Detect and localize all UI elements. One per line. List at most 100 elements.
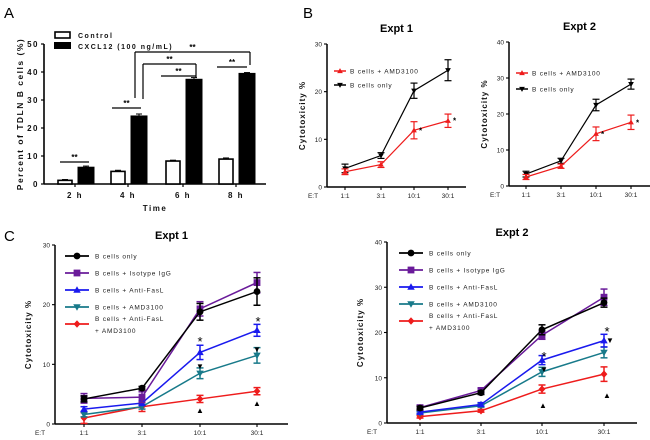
legend-marker (73, 304, 81, 311)
data-point (558, 163, 564, 169)
data-point (523, 174, 529, 180)
data-point (538, 356, 546, 363)
chart-title: Expt 2 (563, 21, 596, 33)
x-tick-label: 3:1 (376, 193, 385, 200)
x-tick-label: 6 h (175, 191, 191, 200)
x-tick-label: 1:1 (415, 429, 424, 436)
x-axis-label: Time (143, 204, 168, 213)
y-tick-label: 30 (27, 96, 39, 105)
y-tick-label: 10 (27, 152, 39, 161)
legend-marker (519, 70, 525, 76)
bar-cxcl12 (238, 72, 256, 185)
legend-label: + AMD3100 (95, 328, 136, 335)
legend-swatch-control (54, 31, 71, 39)
significance-star: * (636, 118, 640, 127)
x-axis-label: E:T (35, 430, 45, 437)
y-tick-label: 50 (27, 40, 39, 49)
chart-title: Expt 1 (380, 23, 413, 35)
data-point (538, 369, 546, 376)
panel-b-expt1-chart: Expt 1 0 10 20 30 Cytotoxicity % E:T 1:1 3:1 10:1… (298, 23, 466, 200)
legend-marker (73, 320, 81, 328)
y-tick-label: 20 (315, 89, 323, 96)
legend-label-cxcl12: CXCL12 (100 ng/mL) (78, 44, 173, 51)
data-point (593, 102, 599, 108)
legend-marker (73, 252, 81, 260)
legend-label: B cells + AMD3100 (532, 71, 601, 78)
y-tick-label: 20 (497, 112, 505, 119)
data-point (196, 348, 204, 356)
significance-star: * (255, 314, 260, 329)
x-tick-label: 30:1 (598, 429, 611, 436)
legend-label: B cells + Anti-FasL (429, 285, 498, 292)
legend-label: B cells + AMD3100 (429, 302, 498, 309)
series-line (83, 290, 258, 400)
legend-label: B cells + Anti-FasL (95, 288, 164, 295)
data-point (416, 404, 424, 412)
y-tick-label: 0 (378, 421, 382, 428)
legend-label-control: Control (78, 33, 113, 40)
x-tick-label: 10:1 (536, 429, 549, 436)
significance-label: ** (166, 55, 173, 64)
y-tick-label: 30 (375, 285, 383, 292)
significance-star: * (604, 324, 609, 339)
data-point (538, 326, 546, 334)
y-tick-label: 10 (497, 148, 505, 155)
data-point (196, 370, 204, 378)
y-tick-label: 30 (315, 42, 323, 49)
legend-marker (407, 266, 415, 274)
data-point (445, 68, 451, 74)
x-tick-label: 3:1 (137, 430, 146, 437)
data-point (196, 308, 204, 316)
triangle-down-icon: ▼ (606, 336, 614, 345)
panel-c-expt1-chart: Expt 1 0 10 20 30 Cytotoxicity % E:T 1:1 3:1 10:1… (24, 230, 288, 437)
legend-label: B cells only (429, 251, 471, 258)
legend-label: B cells only (95, 254, 137, 261)
panel-letter-c: C (4, 228, 15, 245)
legend-label: B cells only (350, 83, 392, 90)
data-point (80, 405, 88, 412)
x-tick-label: 30:1 (442, 193, 455, 200)
x-tick-label: 8 h (228, 191, 244, 200)
data-point (538, 385, 546, 393)
data-point (411, 88, 417, 94)
legend-label: B cells + Anti-FasL (95, 316, 164, 323)
data-point (80, 395, 88, 403)
y-tick-label: 10 (375, 375, 383, 382)
data-point (600, 336, 608, 344)
x-tick-label: 30:1 (625, 192, 638, 199)
panel-b-expt2-chart: Expt 2 0 10 20 30 40 Cytotoxicity % E:T 1:1 3:1 10… (480, 21, 650, 199)
triangle-down-icon: ▼ (540, 365, 548, 374)
x-tick-label: 1:1 (79, 430, 88, 437)
legend-marker (519, 86, 525, 92)
y-tick-label: 40 (27, 68, 39, 77)
series-line (344, 69, 449, 169)
significance-label: ** (175, 67, 182, 76)
triangle-up-icon: ▲ (196, 406, 204, 415)
data-point (628, 82, 634, 87)
data-point (600, 370, 608, 378)
y-tick-label: 10 (43, 362, 51, 369)
y-tick-label: 20 (375, 330, 383, 337)
legend-marker (337, 82, 343, 88)
bar-control (110, 170, 126, 185)
y-tick-label: 30 (43, 243, 51, 250)
bar-control (165, 160, 181, 185)
x-tick-label: 4 h (120, 191, 136, 200)
bar-control (57, 179, 73, 185)
legend-marker (407, 317, 415, 325)
data-point (411, 127, 417, 133)
y-tick-label: 0 (33, 180, 39, 189)
data-point (378, 161, 384, 167)
series-line (83, 329, 258, 410)
y-tick-label: 0 (46, 422, 50, 429)
triangle-up-icon: ▲ (253, 399, 261, 408)
data-point (558, 158, 564, 164)
y-tick-label: 30 (497, 76, 505, 83)
legend-label: B cells + Isotype IgG (95, 271, 172, 278)
triangle-down-icon: ▼ (196, 362, 204, 371)
legend-label: + AMD3100 (429, 325, 470, 332)
series-line (419, 351, 605, 414)
significance-star: * (601, 130, 605, 139)
